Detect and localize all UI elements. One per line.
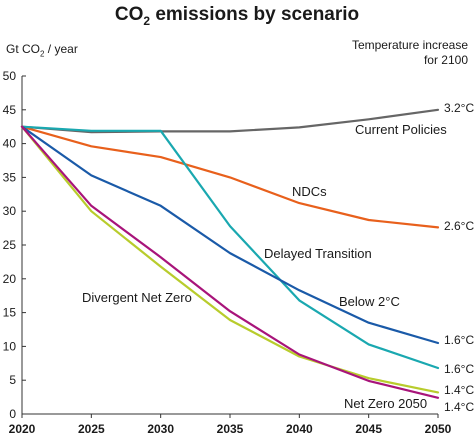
series-labels-group: Current Policies 3.2°C NDCs 2.6°C Delayed Tr… <box>82 101 474 414</box>
y-tick-label: 45 <box>3 103 17 117</box>
series-line <box>20 125 440 399</box>
series-line <box>20 125 440 229</box>
temperature-label: 3.2°C <box>444 101 474 115</box>
y-axis-label: Gt CO2 / year <box>6 42 78 59</box>
series-name-label: Divergent Net Zero <box>82 290 192 305</box>
x-tick-label: 2025 <box>78 422 105 436</box>
temperature-label: 2.6°C <box>444 219 474 233</box>
series-lines-group <box>20 108 440 399</box>
series-name-label: NDCs <box>292 184 327 199</box>
x-tick-label: 2030 <box>147 422 174 436</box>
series-line <box>20 125 440 394</box>
series-line <box>20 125 440 370</box>
y-tick-label: 50 <box>3 69 17 83</box>
y-tick-label: 30 <box>3 204 17 218</box>
y-tick-label: 0 <box>9 407 16 421</box>
x-tick-label: 2020 <box>9 422 36 436</box>
y-tick-label: 20 <box>3 272 17 286</box>
x-tick-label: 2050 <box>425 422 452 436</box>
chart-title: CO2 emissions by scenario <box>114 4 360 28</box>
x-tick-label: 2045 <box>355 422 382 436</box>
x-tick-label: 2040 <box>286 422 313 436</box>
y-tick-label: 25 <box>3 238 17 252</box>
series-name-label: Current Policies <box>355 122 447 137</box>
series-name-label: Delayed Transition <box>264 246 372 261</box>
temperature-label: 1.6°C <box>444 362 474 376</box>
y-tick-label: 35 <box>3 170 17 184</box>
x-tick-label: 2035 <box>217 422 244 436</box>
y-tick-label: 5 <box>9 373 16 387</box>
temperature-label: 1.4°C <box>444 383 474 397</box>
y-tick-label: 15 <box>3 306 17 320</box>
series-line <box>20 125 440 345</box>
temperature-header: Temperature increase for 2100 <box>351 38 468 67</box>
y-tick-label: 10 <box>3 339 17 353</box>
temperature-label: 1.6°C <box>444 333 474 347</box>
y-tick-label: 40 <box>3 137 17 151</box>
series-name-label: Net Zero 2050 <box>344 396 427 411</box>
series-name-label: Below 2°C <box>339 294 400 309</box>
temperature-label: 1.4°C <box>444 400 474 414</box>
series-line <box>20 108 440 134</box>
